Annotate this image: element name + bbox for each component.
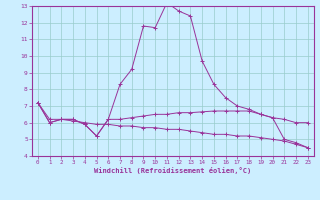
X-axis label: Windchill (Refroidissement éolien,°C): Windchill (Refroidissement éolien,°C): [94, 167, 252, 174]
